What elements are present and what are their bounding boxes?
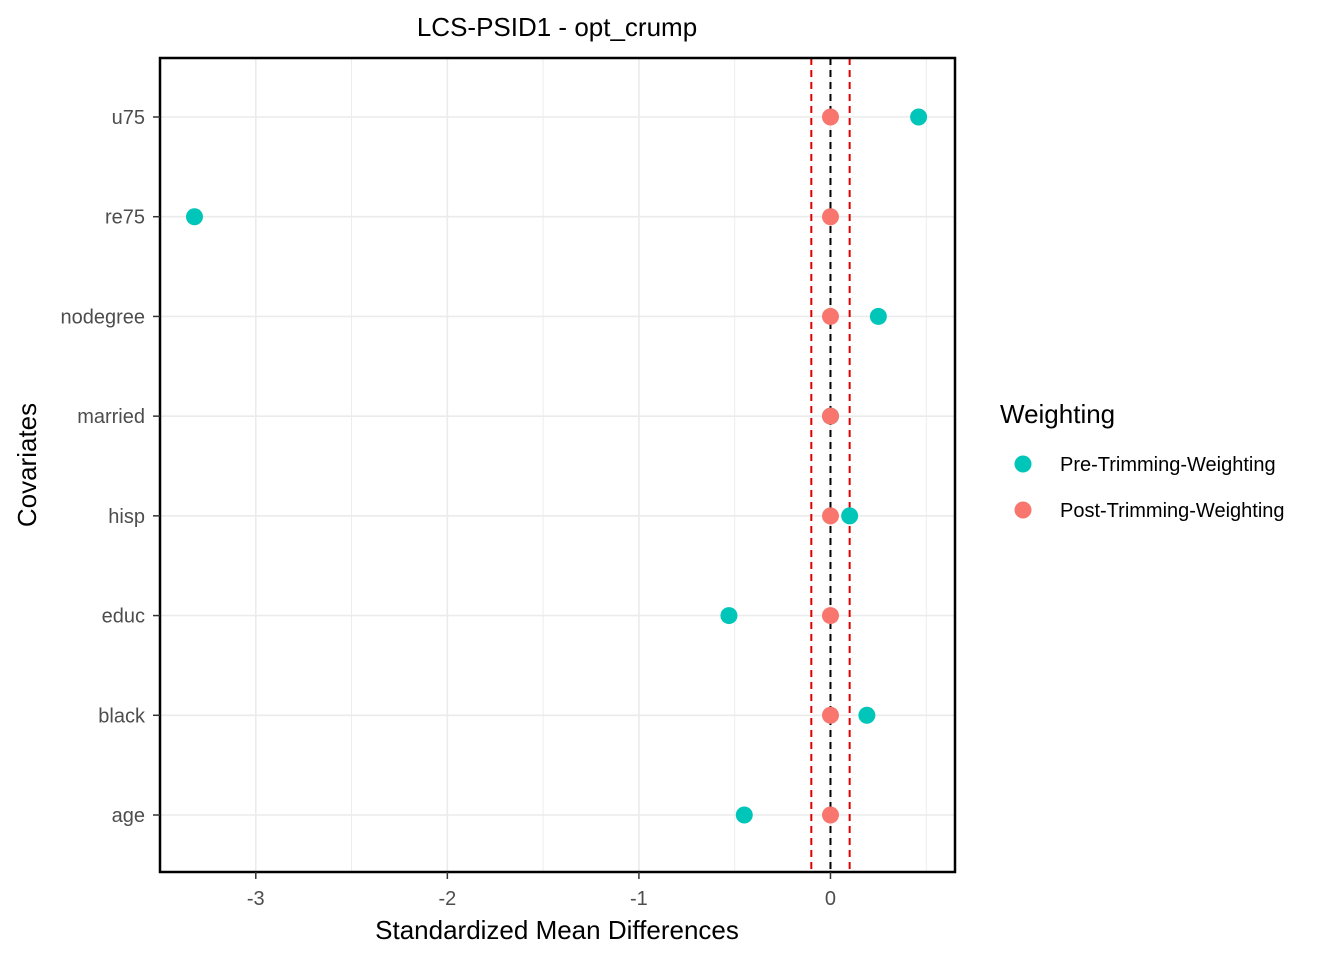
x-tick-label: 0 — [825, 888, 836, 910]
x-tick-labels: -3 -2 -1 0 — [247, 872, 836, 910]
data-points — [185, 108, 928, 824]
point-pre-hisp — [841, 507, 859, 525]
legend: Weighting Pre-Trimming-Weighting Post-Tri… — [1000, 399, 1285, 522]
point-post-hisp — [821, 507, 839, 525]
legend-label-post: Post-Trimming-Weighting — [1060, 500, 1285, 522]
point-pre-re75 — [185, 208, 203, 226]
point-post-educ — [821, 607, 839, 625]
x-tick-label: -2 — [438, 888, 456, 910]
point-post-re75 — [821, 208, 839, 226]
point-post-u75 — [821, 108, 839, 126]
y-tick-label-age: age — [112, 805, 145, 827]
point-pre-educ — [720, 607, 738, 625]
point-post-married — [821, 407, 839, 425]
legend-label-pre: Pre-Trimming-Weighting — [1060, 454, 1276, 476]
legend-key-post — [1014, 501, 1032, 519]
x-tick-label: -1 — [630, 888, 648, 910]
legend-title: Weighting — [1000, 399, 1115, 429]
y-tick-labels: age black educ hisp married nodegree re75 u75 — [60, 107, 160, 827]
grid-lines — [159, 58, 955, 872]
point-pre-nodegree — [869, 307, 887, 325]
y-tick-label-black: black — [98, 705, 146, 727]
point-post-age — [821, 806, 839, 824]
x-axis-title: Standardized Mean Differences — [375, 915, 739, 945]
y-tick-label-married: married — [77, 406, 145, 428]
point-pre-age — [735, 806, 753, 824]
y-axis-title: Covariates — [12, 403, 42, 527]
point-post-black — [821, 706, 839, 724]
y-tick-label-re75: re75 — [105, 207, 145, 229]
reference-lines — [810, 58, 851, 872]
x-tick-label: -3 — [247, 888, 265, 910]
y-tick-label-u75: u75 — [112, 107, 145, 129]
y-tick-label-hisp: hisp — [108, 506, 145, 528]
chart-title: LCS-PSID1 - opt_crump — [417, 12, 697, 42]
y-tick-label-nodegree: nodegree — [60, 306, 145, 328]
plot-border — [158, 56, 957, 874]
y-tick-label-educ: educ — [102, 606, 145, 628]
point-pre-u75 — [910, 108, 928, 126]
point-pre-black — [858, 706, 876, 724]
legend-key-pre — [1014, 455, 1032, 473]
point-post-nodegree — [821, 307, 839, 325]
